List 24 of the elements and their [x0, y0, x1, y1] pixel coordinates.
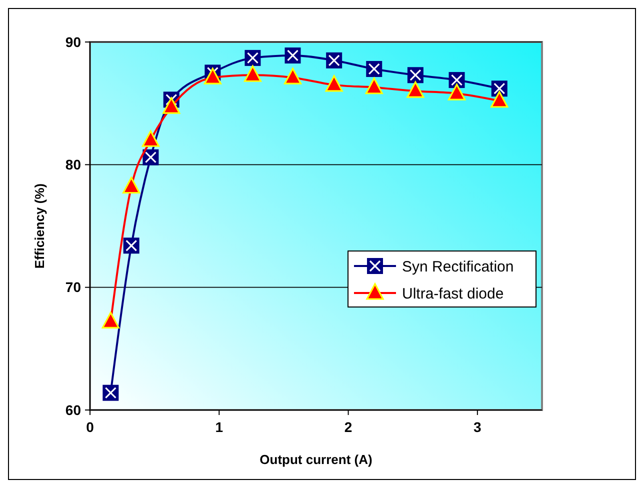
- point: [102, 312, 120, 328]
- x-tick-label: 3: [474, 419, 482, 435]
- point: [448, 84, 466, 100]
- legend-label: Ultra-fast diode: [402, 285, 504, 302]
- point: [490, 91, 508, 108]
- y-axis-title: Efficiency (%): [32, 183, 47, 269]
- x-axis-title: Output current (A): [260, 452, 372, 467]
- point: [204, 68, 222, 84]
- point: [162, 97, 180, 114]
- legend-label: Syn Rectification: [402, 258, 514, 276]
- y-tick-label: 70: [65, 279, 82, 296]
- x-tick-label: 0: [86, 419, 94, 435]
- x-tick-label: 1: [215, 419, 224, 435]
- y-tick-label: 90: [65, 34, 82, 50]
- point: [284, 68, 302, 84]
- point: [365, 78, 383, 94]
- x-tick-label: 2: [344, 419, 352, 435]
- point: [406, 81, 424, 98]
- point: [325, 75, 343, 92]
- point: [122, 176, 140, 194]
- y-tick-label: 80: [65, 156, 82, 173]
- point: [244, 65, 262, 82]
- y-tick-label: 60: [65, 402, 82, 418]
- point: [142, 130, 160, 147]
